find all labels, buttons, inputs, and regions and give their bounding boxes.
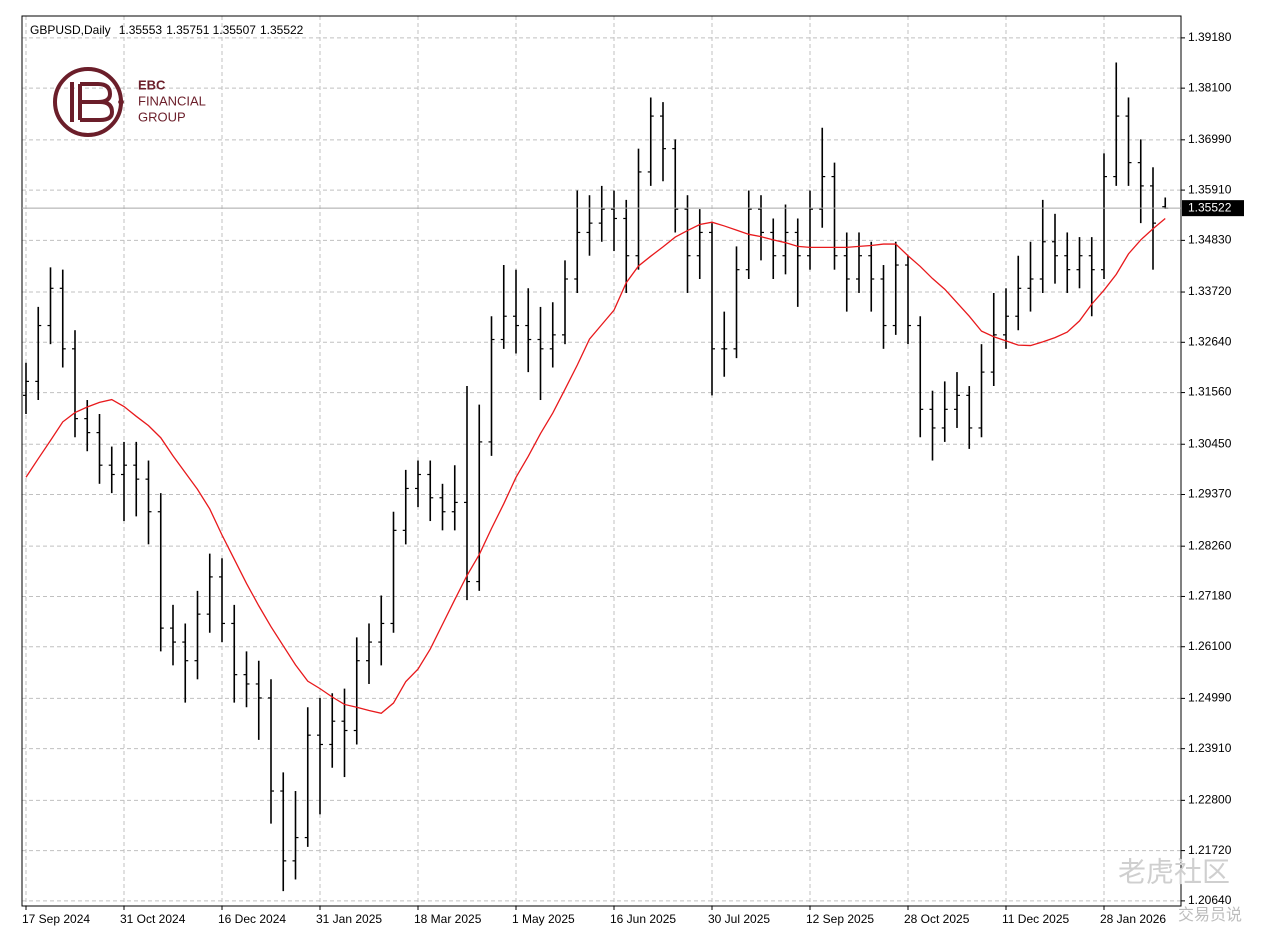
x-tick-label: 17 Sep 2024 <box>22 912 90 926</box>
last-low: 1.35507 <box>213 23 257 37</box>
y-tick-label: 1.22800 <box>1188 793 1232 807</box>
last-price-box <box>1182 200 1244 217</box>
moving-average <box>25 217 1166 714</box>
brand-line: FINANCIAL <box>138 93 206 108</box>
y-tick-label: 1.35910 <box>1188 182 1232 196</box>
logo-star <box>118 96 124 108</box>
y-tick-label: 1.23910 <box>1188 741 1232 755</box>
x-tick-label: 28 Oct 2025 <box>904 912 970 926</box>
y-tick-label: 1.26100 <box>1188 639 1232 653</box>
plot-frame <box>21 15 1182 907</box>
x-tick-label: 1 May 2025 <box>512 912 575 926</box>
x-tick-label: 31 Jan 2025 <box>316 912 382 926</box>
last-open: 1.35553 <box>119 23 163 37</box>
x-tick-label: 11 Dec 2025 <box>1002 912 1069 926</box>
y-tick-label: 1.24990 <box>1188 691 1232 705</box>
watermark: 老虎社区 <box>1118 856 1230 887</box>
x-tick-label: 16 Jun 2025 <box>610 912 676 926</box>
symbol: GBPUSD,Daily <box>30 23 111 37</box>
last-close: 1.35522 <box>260 23 304 37</box>
x-tick-label: 30 Jul 2025 <box>708 912 770 926</box>
last-price-label: 1.35522 <box>1188 200 1232 214</box>
y-tick-label: 1.30450 <box>1188 436 1232 450</box>
y-tick-label: 1.38100 <box>1188 80 1232 94</box>
chart-header: GBPUSD,Daily 1.35553 1.35751 1.35507 1.35522 <box>30 23 304 37</box>
x-tick-label: 12 Sep 2025 <box>806 912 874 926</box>
last-high: 1.35751 <box>166 23 210 37</box>
y-tick-label: 1.29370 <box>1188 487 1232 501</box>
x-tick-label: 16 Dec 2024 <box>218 912 286 926</box>
y-tick-label: 1.28260 <box>1188 538 1232 552</box>
brand-logo: EBC FINANCIAL GROUP <box>53 67 206 137</box>
y-tick-label: 1.20640 <box>1188 893 1232 907</box>
y-tick-label: 1.32640 <box>1188 334 1232 348</box>
y-tick-label: 1.31560 <box>1188 385 1232 399</box>
x-tick-label: 31 Oct 2024 <box>120 912 186 926</box>
x-tick-label: 28 Jan 2026 <box>1100 912 1166 926</box>
y-tick-label: 1.36990 <box>1188 132 1232 146</box>
y-tick-label: 1.33720 <box>1188 284 1232 298</box>
y-tick-label: 1.27180 <box>1188 589 1232 603</box>
y-tick-label: 1.39180 <box>1188 30 1232 44</box>
bars <box>23 62 1169 892</box>
brand-line: GROUP <box>138 109 186 124</box>
logo-mark <box>70 82 115 122</box>
y-tick-label: 1.21720 <box>1188 843 1232 857</box>
y-tick-label: 1.34830 <box>1188 233 1232 247</box>
watermark: 交易员说 <box>1178 906 1242 924</box>
x-tick-label: 18 Mar 2025 <box>414 912 482 926</box>
brand-line: EBC <box>138 77 166 92</box>
